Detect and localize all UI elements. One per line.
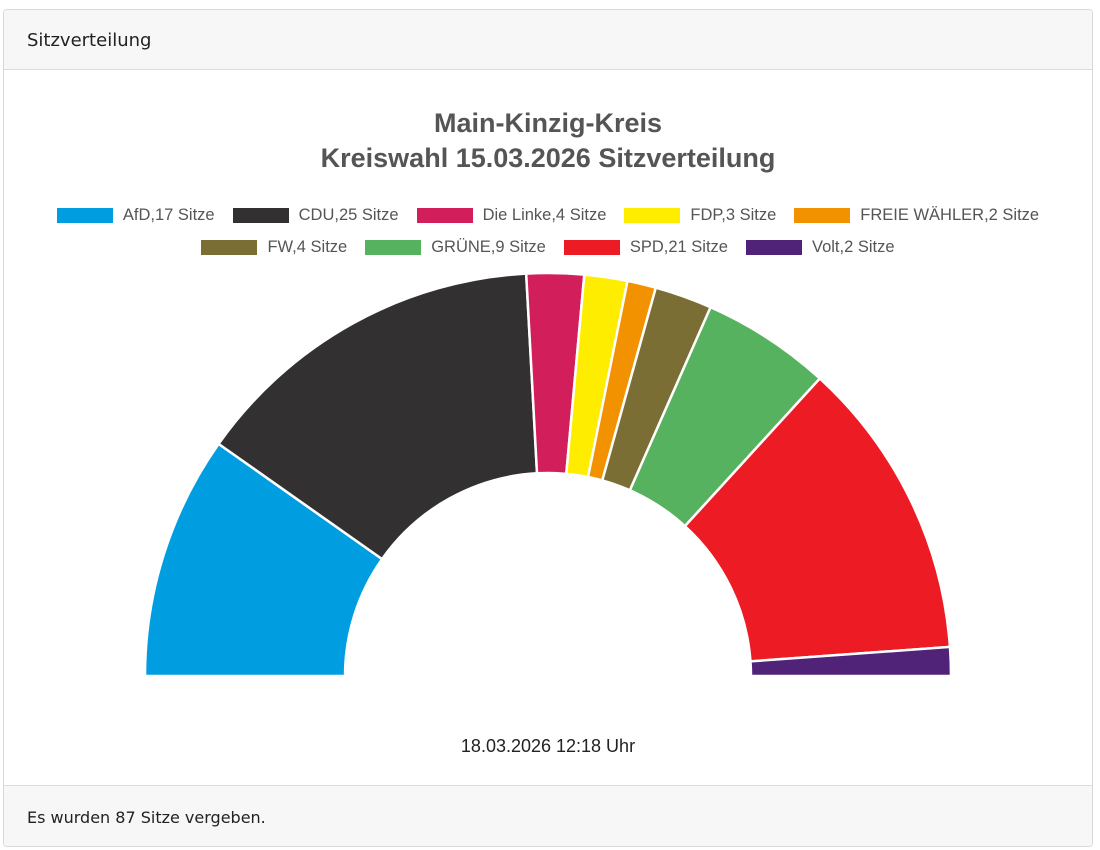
legend-swatch — [794, 208, 851, 223]
legend-swatch — [56, 208, 113, 223]
legend-label: FREIE WÄHLER,2 Sitze — [860, 206, 1040, 224]
legend-swatch — [563, 240, 620, 255]
legend-swatch — [365, 240, 422, 255]
legend-label: Volt,2 Sitze — [811, 238, 895, 256]
card-footer: Es wurden 87 Sitze vergeben. — [4, 785, 1092, 846]
legend-label: CDU,25 Sitze — [298, 206, 399, 224]
legend-item[interactable]: FREIE WÄHLER,2 Sitze — [794, 206, 1039, 225]
legend-item[interactable]: CDU,25 Sitze — [232, 206, 399, 225]
slice-spd[interactable] — [683, 376, 952, 663]
slice-volt[interactable] — [749, 645, 953, 678]
legend-swatch — [624, 208, 681, 223]
seat-distribution-card: Sitzverteilung Main-Kinzig-Kreis Kreiswa… — [3, 9, 1093, 847]
legend-swatch — [416, 208, 473, 223]
legend-item[interactable]: Die Linke,4 Sitze — [416, 206, 607, 225]
timestamp: 18.03.2026 12:18 Uhr — [460, 736, 636, 756]
legend-item[interactable]: FW,4 Sitze — [201, 238, 347, 257]
chart-title-line2: Kreiswahl 15.03.2026 Sitzverteilung — [320, 143, 776, 173]
legend-row-2: FW,4 Sitze GRÜNE,9 Sitze SPD,21 Sitze Volt,… — [4, 238, 1092, 257]
legend-item[interactable]: GRÜNE,9 Sitze — [365, 238, 546, 257]
legend-item[interactable]: FDP,3 Sitze — [624, 206, 776, 225]
legend-label: Die Linke,4 Sitze — [482, 206, 607, 224]
legend-item[interactable]: SPD,21 Sitze — [563, 238, 728, 257]
legend-item[interactable]: AfD,17 Sitze — [56, 206, 215, 225]
legend-row-1: AfD,17 Sitze CDU,25 Sitze Die Linke,4 Sitz… — [4, 206, 1092, 225]
card-header: Sitzverteilung — [4, 10, 1092, 70]
seat-chart — [143, 271, 953, 678]
legend-label: FW,4 Sitze — [267, 238, 348, 256]
chart-title-line1: Main-Kinzig-Kreis — [433, 108, 662, 138]
legend-label: AfD,17 Sitze — [122, 206, 215, 224]
legend-item[interactable]: Volt,2 Sitze — [745, 238, 895, 257]
legend-label: GRÜNE,9 Sitze — [431, 238, 546, 256]
legend-swatch — [232, 208, 289, 223]
legend-swatch — [745, 240, 802, 255]
legend-label: FDP,3 Sitze — [690, 206, 777, 224]
slice-cdu[interactable] — [216, 272, 539, 561]
legend-swatch — [201, 240, 258, 255]
legend-label: SPD,21 Sitze — [629, 238, 728, 256]
